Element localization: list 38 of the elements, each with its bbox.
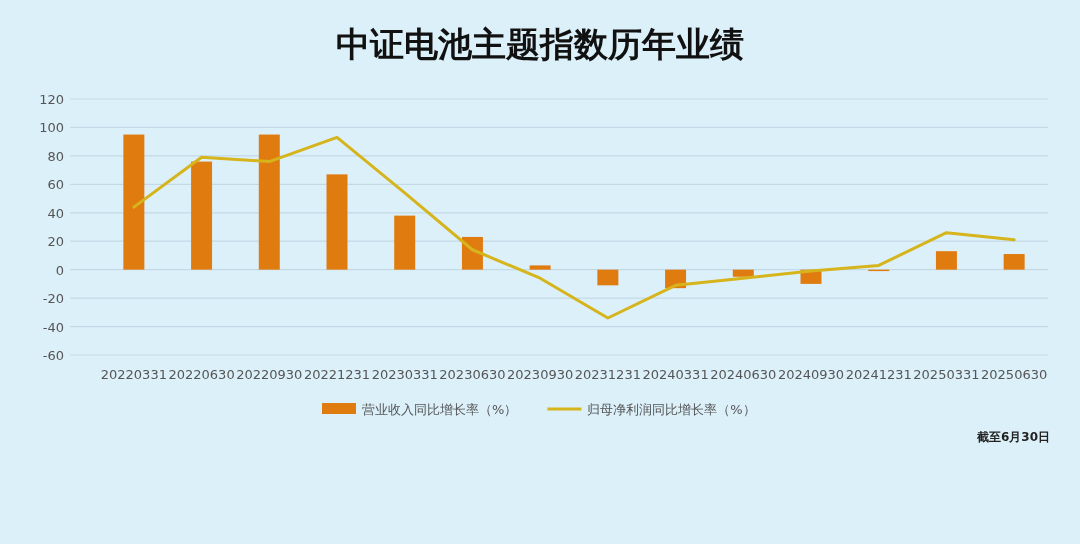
x-tick-label: 20250630: [981, 367, 1048, 382]
y-tick-label: -20: [42, 291, 64, 307]
chart-title: 中证电池主题指数历年业绩: [336, 24, 744, 64]
text: 截至6月30日: [975, 430, 1050, 444]
legend-label: 营业收入同比增长率（%）: [362, 402, 518, 417]
x-tick-label: 20220331: [100, 367, 167, 382]
bar: [326, 174, 348, 270]
legend-label: 归母净利润同比增长率（%）: [587, 402, 756, 417]
y-tick-label: 40: [47, 205, 64, 221]
y-tick-label: 60: [47, 177, 64, 193]
x-tick-label: 20221231: [303, 367, 371, 382]
y-tick-label: -60: [42, 348, 64, 363]
x-tick-label: 20240331: [642, 367, 709, 382]
x-tick-label: 20220630: [168, 367, 235, 382]
y-tick-label: -40: [42, 319, 64, 335]
x-tick-label: 20220930: [236, 367, 303, 382]
bar: [123, 134, 145, 270]
bar: [258, 134, 280, 270]
bar: [394, 215, 416, 270]
bar: [935, 251, 957, 270]
x-tick-label: 20241231: [845, 367, 912, 382]
y-tick-label: 0: [55, 262, 64, 278]
x-tick-label: 20240630: [710, 367, 777, 382]
bar: [529, 265, 551, 270]
x-tick-label: 20231231: [574, 367, 641, 382]
x-tick-label: 20230331: [371, 367, 438, 382]
y-tick-label: 100: [39, 120, 64, 136]
bar: [597, 269, 619, 286]
bar: [191, 161, 213, 270]
x-tick-label: 20230930: [507, 367, 574, 382]
x-tick-label: 20230630: [439, 367, 506, 382]
y-tick-label: 20: [47, 234, 64, 250]
bar: [732, 269, 754, 277]
x-tick-label: 20250331: [913, 367, 980, 382]
x-tick-label: 20240930: [777, 367, 845, 382]
y-tick-label: 80: [47, 148, 64, 164]
y-tick-label: 120: [39, 92, 64, 107]
bar: [1003, 254, 1025, 270]
